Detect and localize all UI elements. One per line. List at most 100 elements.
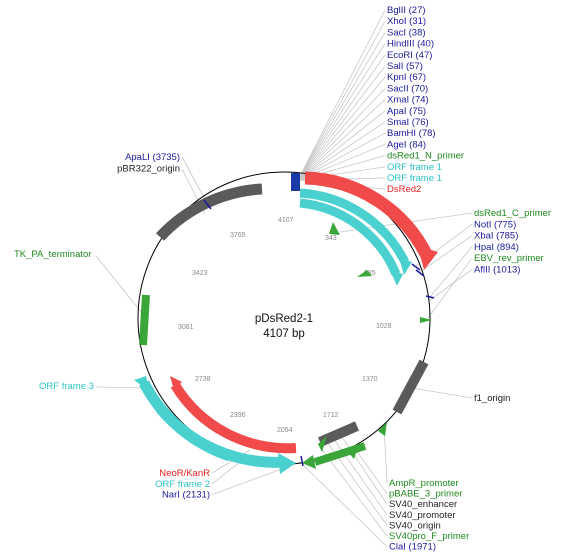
leader-line [297, 121, 386, 181]
leader-line [297, 21, 386, 181]
feature-labels-bottom-right: AmpR_promoterpBABE_3_primerSV40_enhancer… [389, 478, 469, 553]
ebv-rev-primer-label[interactable]: EBV_rev_primer [474, 253, 544, 264]
f1-origin-arc[interactable] [392, 359, 429, 415]
aflii-1013-label[interactable]: AflII (1013) [474, 265, 520, 276]
pbabe-3-primer-label[interactable]: pBABE_3_primer [389, 489, 462, 500]
feature-arcs [134, 171, 438, 474]
hpai-894-label[interactable]: HpaI (894) [474, 242, 519, 253]
leader-line [299, 461, 388, 547]
leader-line [297, 54, 386, 181]
enzyme-site-tick [415, 269, 425, 277]
plasmid-name: pDsRed2-1 [255, 313, 313, 325]
sv40-enhancer-label[interactable]: SV40_enhancer [389, 499, 457, 510]
leader-line [181, 156, 209, 206]
leader-line [297, 88, 386, 181]
nari-2131-label[interactable]: NarI (2131) [162, 490, 210, 501]
enzyme-site-tick [300, 455, 304, 467]
feature-labels-misc: f1_origin ORF frame 3 TK_PA_terminator ApaL… [14, 152, 510, 404]
agei-84-label[interactable]: AgeI (84) [387, 139, 426, 150]
neor-kanr-gene-arrowhead [170, 376, 182, 390]
orf-frame-3-arrowhead [134, 376, 150, 392]
leader-line [211, 461, 241, 485]
apali-3735-label[interactable]: ApaLI (3735) [125, 152, 180, 163]
tick-label: 1370 [362, 376, 378, 383]
dsred1-c-primer-label[interactable]: dsRed1_C_primer [474, 208, 551, 219]
xbai-785-label[interactable]: XbaI (785) [474, 231, 518, 242]
primer-arrowhead [318, 436, 327, 452]
apai-75-label[interactable]: ApaI (75) [387, 106, 426, 117]
leader-line [297, 76, 386, 181]
primer-arrowhead [378, 422, 387, 436]
leader-line [411, 387, 473, 399]
mcs-site-cluster[interactable] [291, 173, 300, 191]
leader-line [429, 246, 473, 298]
orf-frame-1-label[interactable]: ORF frame 1 [387, 162, 442, 173]
pbr322-origin-label[interactable]: pBR322_origin [117, 164, 180, 175]
saci-38-label[interactable]: SacI (38) [387, 27, 426, 38]
plasmid-size: 4107 bp [263, 328, 305, 340]
sv40-origin-label[interactable]: SV40_origin [389, 520, 441, 531]
xhoi-31-label[interactable]: XhoI (31) [387, 16, 426, 27]
enzyme-site-tick [425, 295, 435, 299]
sv40-promoter-label[interactable]: SV40_promoter [389, 510, 456, 521]
leader-line [297, 43, 386, 181]
noti-775-label[interactable]: NotI (775) [474, 219, 516, 230]
neor-kanr-label[interactable]: NeoR/KanR [159, 468, 210, 479]
tick-label: 343 [325, 235, 337, 242]
leader-line [297, 9, 386, 181]
leader-line [297, 32, 386, 181]
xmai-74-label[interactable]: XmaI (74) [387, 95, 429, 106]
tick-label: 4107 [278, 217, 294, 224]
tick-label: 2738 [195, 376, 211, 383]
tick-label: 1712 [323, 412, 339, 419]
tick-label: 2396 [230, 412, 246, 419]
leader-line [297, 65, 386, 181]
leader-line [319, 446, 388, 537]
pbr322-origin-arc[interactable] [155, 183, 263, 241]
primer-arrowhead [348, 444, 359, 459]
enzyme-site-tick [411, 263, 421, 271]
leader-line [429, 269, 473, 301]
kpni-67-label[interactable]: KpnI (67) [387, 72, 426, 83]
dsred2-gene-arc[interactable] [304, 171, 434, 261]
sv40-origin-arc[interactable] [318, 421, 359, 447]
orf-frame-1-arc[interactable] [299, 188, 410, 265]
tk-pa-terminator-arc[interactable] [139, 294, 150, 346]
tk-pa-terminator-label[interactable]: TK_PA_terminator [14, 249, 91, 260]
sali-57-label[interactable]: SalI (57) [387, 61, 423, 72]
tick-label: 1028 [376, 323, 392, 330]
leader-line [419, 235, 473, 273]
ecori-47-label[interactable]: EcoRI (47) [387, 50, 432, 61]
leader-line [297, 110, 386, 181]
neor-kanr-gene-arc[interactable] [170, 382, 297, 454]
leader-line [339, 433, 388, 505]
orf-frame-3-arc[interactable] [139, 380, 232, 462]
orf-frame-2-label[interactable]: ORF frame 2 [155, 479, 210, 490]
f1-origin-label[interactable]: f1_origin [474, 393, 510, 404]
hindiii-40-label[interactable]: HindIII (40) [387, 39, 434, 50]
ampr-promoter-label[interactable]: AmpR_promoter [389, 478, 459, 489]
orf-frame-1-arrowhead [399, 258, 412, 275]
clai-1971-label[interactable]: ClaI (1971) [389, 542, 436, 553]
orf-frame-3-label[interactable]: ORF frame 3 [39, 381, 94, 392]
orf-frame-1-label[interactable]: ORF frame 1 [387, 173, 442, 184]
dsred1-n-primer-label[interactable]: dsRed1_N_primer [387, 151, 464, 162]
leader-line [95, 386, 149, 389]
sv40pro-f-primer-label[interactable]: SV40pro_F_primer [389, 531, 469, 542]
tick-label: 2054 [277, 427, 293, 434]
leader-line [355, 449, 388, 494]
orf-frame-1-arc[interactable] [299, 198, 401, 276]
sacii-70-label[interactable]: SacII (70) [387, 83, 428, 94]
smai-76-label[interactable]: SmaI (76) [387, 117, 429, 128]
tick-label: 3423 [192, 270, 208, 277]
enzyme-site-tick [203, 199, 212, 210]
bglii-27-label[interactable]: BglII (27) [387, 5, 426, 16]
dsred2-label[interactable]: DsRed2 [387, 184, 421, 195]
leader-line [297, 99, 386, 181]
bamhi-78-label[interactable]: BamHI (78) [387, 128, 436, 139]
primer-arrowhead [420, 317, 432, 323]
